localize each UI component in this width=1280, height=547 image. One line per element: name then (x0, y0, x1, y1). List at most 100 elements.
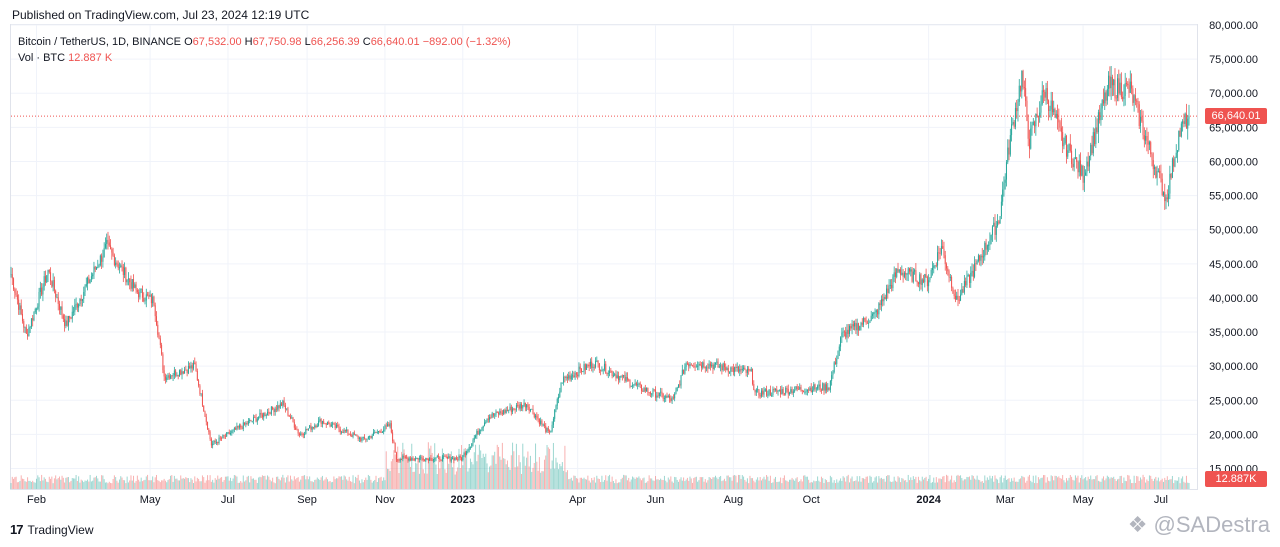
candle-body (1169, 173, 1171, 194)
candle-body (1063, 142, 1065, 147)
volume-bar (268, 476, 270, 489)
candle-body (854, 322, 856, 327)
candle-body (184, 369, 186, 374)
volume-bar (304, 475, 306, 489)
volume-bar (993, 481, 995, 489)
volume-bar (261, 475, 263, 489)
close-label: C (362, 36, 371, 48)
candle-body (159, 338, 161, 345)
volume-bar (1050, 475, 1052, 489)
volume-bar (1028, 474, 1030, 489)
candle-body (1111, 76, 1113, 86)
volume-bar (1095, 476, 1097, 489)
volume-bar (129, 480, 131, 489)
symbol-label[interactable]: Bitcoin / TetherUS, 1D, BINANCE (18, 36, 182, 48)
volume-bar (600, 482, 602, 489)
candle-body (448, 456, 450, 458)
candle-body (47, 269, 49, 276)
candle-body (144, 300, 146, 302)
volume-bar (346, 479, 348, 489)
candle-body (1014, 108, 1016, 127)
candle-body (961, 289, 963, 295)
volume-bar (478, 444, 480, 489)
volume-bar (732, 475, 734, 489)
volume-bar (46, 481, 48, 489)
volume-bar (230, 477, 232, 489)
volume-bar (125, 483, 127, 489)
volume-bar (1063, 480, 1065, 489)
candle-body (78, 304, 80, 308)
candle-body (943, 248, 945, 256)
candle-body (667, 395, 669, 398)
volume-bar (244, 481, 246, 489)
candle-body (575, 372, 577, 375)
candle-body (426, 458, 428, 460)
candle-body (963, 281, 965, 293)
volume-bar (662, 480, 664, 489)
candle-body (694, 366, 696, 368)
candle-body (565, 376, 567, 378)
candle-body (1142, 120, 1144, 136)
candle-body (924, 274, 926, 283)
candle-body (235, 428, 237, 430)
candle-body (129, 278, 131, 283)
volume-bar (900, 482, 902, 489)
volume-bar (948, 481, 950, 489)
volume-bar (838, 480, 840, 489)
candle-body (486, 418, 488, 423)
candle-body (355, 434, 357, 436)
volume-bar (506, 460, 508, 489)
candle-body (1039, 112, 1041, 117)
candle-body (937, 252, 939, 266)
volume-bar (79, 482, 81, 489)
volume-bar (868, 482, 870, 489)
volume-bar (1060, 478, 1062, 489)
volume-bar (18, 482, 20, 489)
candle-body (712, 364, 714, 369)
volume-bar (44, 478, 46, 489)
volume-bar (418, 473, 420, 489)
candle-body (836, 358, 838, 365)
watermark-text: @SADestra (1153, 512, 1270, 537)
candle-body (953, 293, 955, 296)
volume-bar (592, 480, 594, 489)
candle-body (1094, 132, 1096, 145)
volume-bar (305, 479, 307, 489)
volume-bar (58, 476, 60, 489)
volume-bar (254, 479, 256, 489)
candle-body (768, 389, 770, 395)
volume-bar (420, 455, 422, 489)
volume-bar (1014, 481, 1016, 489)
volume-bar (799, 481, 801, 489)
candle-body (803, 390, 805, 393)
candle-body (341, 431, 343, 433)
volume-bar (439, 468, 441, 489)
volume-bar (684, 481, 686, 489)
candle-body (579, 366, 581, 370)
volume-bar (177, 480, 179, 489)
volume-bar (642, 478, 644, 489)
candle-body (244, 422, 246, 425)
candle-body (596, 360, 598, 362)
volume-bar (421, 458, 423, 489)
volume-bar (1165, 479, 1167, 489)
volume-bar (752, 478, 754, 489)
volume-bar (115, 477, 117, 489)
volume-bar (1134, 482, 1136, 489)
candle-body (499, 411, 501, 415)
volume-bar (372, 481, 374, 489)
volume-bar (559, 463, 561, 489)
volume-bar (930, 482, 932, 489)
volume-bar (758, 480, 760, 489)
candle-body (940, 246, 942, 254)
candle-body (873, 312, 875, 315)
volume-label[interactable]: Vol · BTC (18, 52, 66, 64)
tradingview-logo[interactable]: 17 TradingView (10, 522, 94, 537)
candle-body (319, 419, 321, 421)
volume-bar (1115, 481, 1117, 489)
candle-body (606, 373, 608, 375)
candle-body (852, 324, 854, 327)
x-tick-label: Apr (569, 494, 586, 506)
candle-body (66, 320, 68, 326)
